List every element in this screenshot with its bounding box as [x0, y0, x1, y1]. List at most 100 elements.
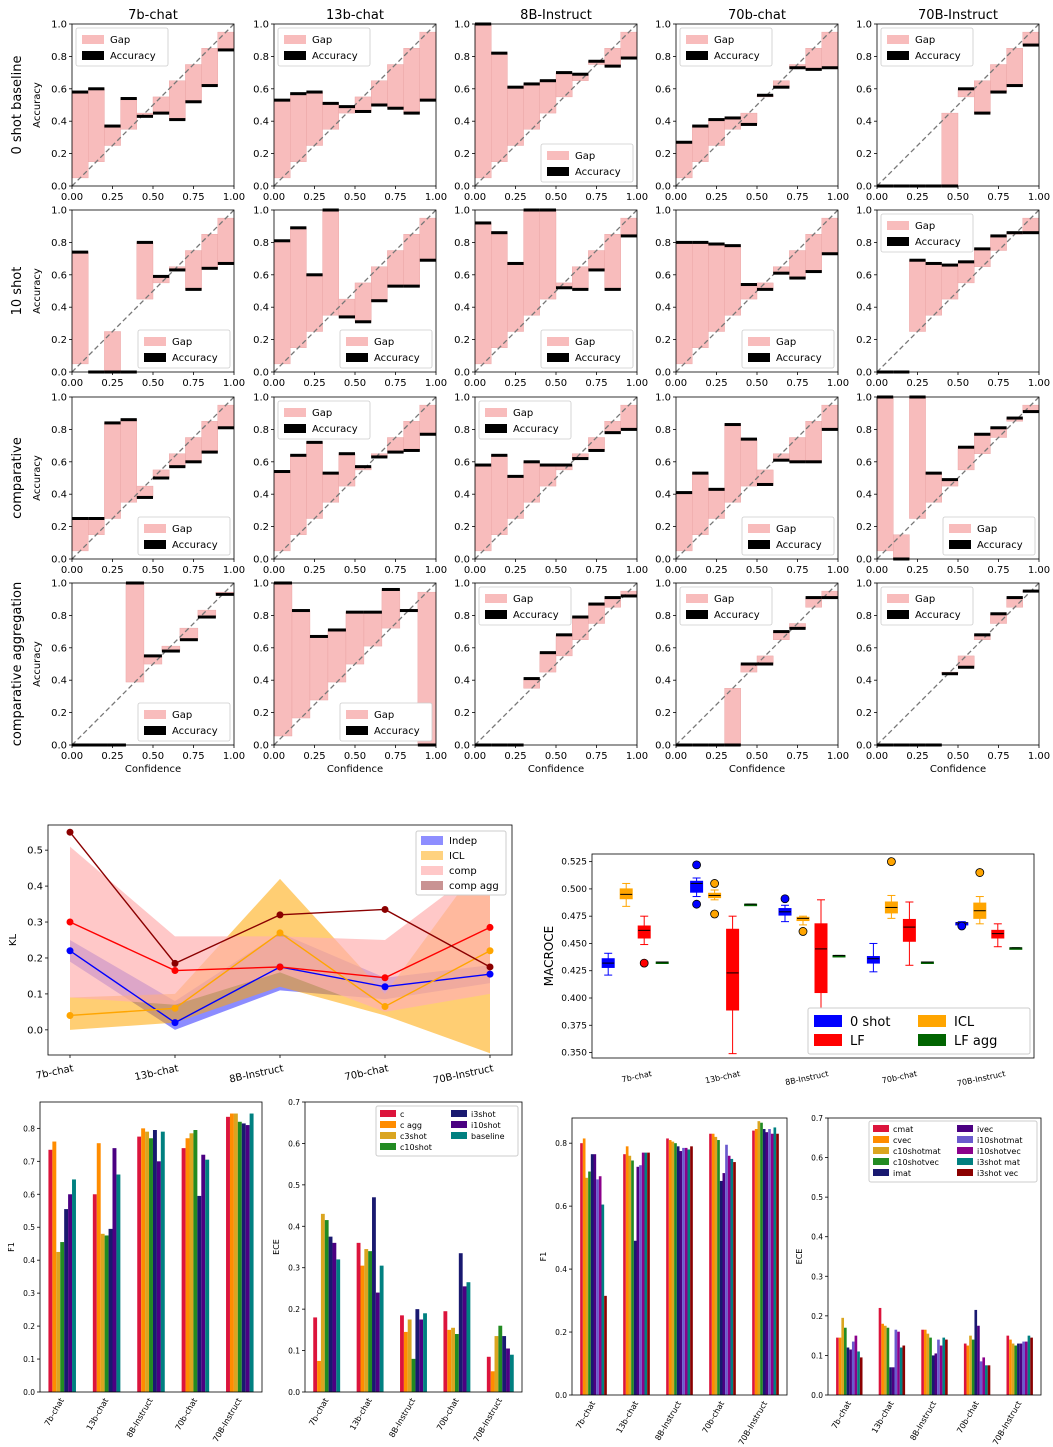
accuracy-bar	[773, 85, 790, 89]
gap-bar	[217, 404, 235, 428]
accuracy-bar	[539, 651, 556, 655]
gap-bar	[724, 688, 741, 746]
y-tick-label: 0.5	[811, 1193, 823, 1202]
x-tick-label: 1.00	[425, 378, 447, 389]
x-tick-label: 1.00	[1028, 192, 1050, 203]
gap-bar	[588, 250, 605, 271]
column-title: 70B-Instruct	[918, 8, 998, 23]
x-tick-label: 13b-chat	[615, 1400, 641, 1435]
reliability-panel: 0.0 0.2 0.4 0.6 0.8 1.0 0.00 0.25 0.50 0.75 1.00 Ga…	[454, 206, 648, 390]
y-tick-label: 0.6	[288, 1139, 300, 1148]
y-tick-label: 0.2	[655, 708, 671, 719]
x-tick-label: 0.00	[464, 378, 486, 389]
reliability-panel: 0.0 0.2 0.4 0.6 0.8 1.0 0.00 0.25 0.50 0.75 1.00 Ga…	[253, 206, 447, 390]
y-tick-label: 0.0	[23, 1388, 35, 1397]
bar	[356, 1242, 361, 1392]
gap-bar	[136, 242, 154, 300]
legend-box	[807, 1007, 1031, 1055]
gap-bar	[572, 616, 589, 640]
y-tick-label: 0.4	[23, 1256, 35, 1265]
y-tick-label: 0.2	[253, 522, 269, 533]
y-tick-label: 0.6	[655, 643, 671, 654]
y-tick-label: 0.8	[454, 611, 470, 622]
x-tick-label: 70b-chat	[174, 1397, 200, 1432]
y-tick-label: 0.475	[561, 912, 587, 922]
gap-bar	[909, 260, 926, 332]
x-tick-label: 0.75	[182, 192, 204, 203]
gap-bar	[474, 222, 492, 365]
x-tick-label: 0.00	[263, 751, 285, 762]
bar	[969, 1335, 972, 1395]
y-tick-label: 0.0	[253, 555, 269, 566]
outlier-point	[798, 927, 808, 936]
bar	[883, 1325, 887, 1395]
y-tick-label: 0.0	[454, 741, 470, 752]
bar	[241, 1123, 246, 1392]
bar	[447, 1329, 452, 1392]
perfect-calibration-line	[273, 209, 437, 373]
box	[991, 929, 1005, 939]
accuracy-bar	[974, 432, 991, 436]
kl-point	[171, 1019, 179, 1027]
bar	[945, 1339, 948, 1395]
bar	[631, 1160, 634, 1395]
y-tick-label: 0.4	[51, 490, 67, 501]
y-tick-label: 1.0	[856, 20, 872, 31]
bar	[372, 1197, 376, 1392]
bar	[625, 1146, 629, 1395]
accuracy-bar	[773, 271, 790, 275]
y-tick-label: 0.2	[454, 149, 470, 160]
perfect-calibration-line	[876, 582, 1040, 746]
y-tick-label: 0.6	[454, 457, 470, 468]
y-tick-label: 0.2	[253, 149, 269, 160]
bar	[72, 1179, 76, 1392]
reliability-panel: 0.0 0.2 0.4 0.6 0.8 1.0 0.00 0.25 0.50 0.75 1.00 Ga…	[454, 393, 648, 577]
accuracy-bar	[185, 100, 202, 104]
bar	[1030, 1337, 1033, 1395]
bar	[1024, 1341, 1028, 1395]
outlier-point	[710, 909, 719, 919]
y-tick-label: 0.0	[655, 741, 671, 752]
kl-point	[381, 1002, 389, 1010]
x-tick-label: 0.50	[344, 751, 366, 762]
y-tick-label: 0.8	[655, 425, 671, 436]
kl-point	[486, 923, 494, 931]
y-tick-label: 0.425	[561, 967, 587, 977]
gap-bar	[620, 217, 638, 237]
y-tick-label: 1.0	[51, 393, 67, 404]
legend-gap-label: Gap	[915, 594, 935, 605]
accuracy-bar	[740, 662, 757, 666]
y-tick-label: 0.6	[856, 84, 872, 95]
y-tick-label: 0.8	[253, 611, 269, 622]
x-tick-label: 0.50	[947, 751, 969, 762]
bar	[770, 1133, 774, 1395]
gap-bar	[724, 424, 741, 503]
y-tick-label: 0.6	[51, 270, 67, 281]
bar	[1027, 1335, 1031, 1395]
y-axis-label: Accuracy	[32, 268, 43, 314]
y-tick-label: 0.2	[454, 522, 470, 533]
accuracy-bar	[805, 270, 822, 274]
bar	[987, 1365, 991, 1395]
legend-label: c10shotmat	[893, 1147, 941, 1156]
x-tick-label: 0.25	[906, 751, 928, 762]
accuracy-bar	[179, 638, 198, 642]
legend-swatch	[957, 1125, 973, 1132]
kl-point	[276, 929, 284, 937]
chart-frame	[827, 1117, 1042, 1396]
y-tick-label: 0.0	[51, 368, 67, 379]
legend-swatch	[873, 1125, 889, 1132]
y-tick-label: 1.0	[655, 206, 671, 217]
y-tick-label: 0.4	[856, 117, 872, 128]
x-tick-label: 1.00	[827, 565, 849, 576]
bar	[332, 1242, 337, 1392]
legend-accuracy-swatch	[547, 353, 569, 362]
kl-chart: 0.0 0.1 0.2 0.3 0.4 0.5 7b-chat 13b-chat 8B-Inst…	[8, 824, 513, 1087]
accuracy-bar	[274, 98, 291, 102]
accuracy-bar	[217, 48, 234, 52]
accuracy-bar	[322, 101, 339, 105]
accuracy-bar	[491, 231, 508, 235]
x-tick-label: 0.50	[947, 192, 969, 203]
perfect-calibration-line	[474, 209, 638, 373]
legend-accuracy-swatch	[144, 353, 166, 362]
